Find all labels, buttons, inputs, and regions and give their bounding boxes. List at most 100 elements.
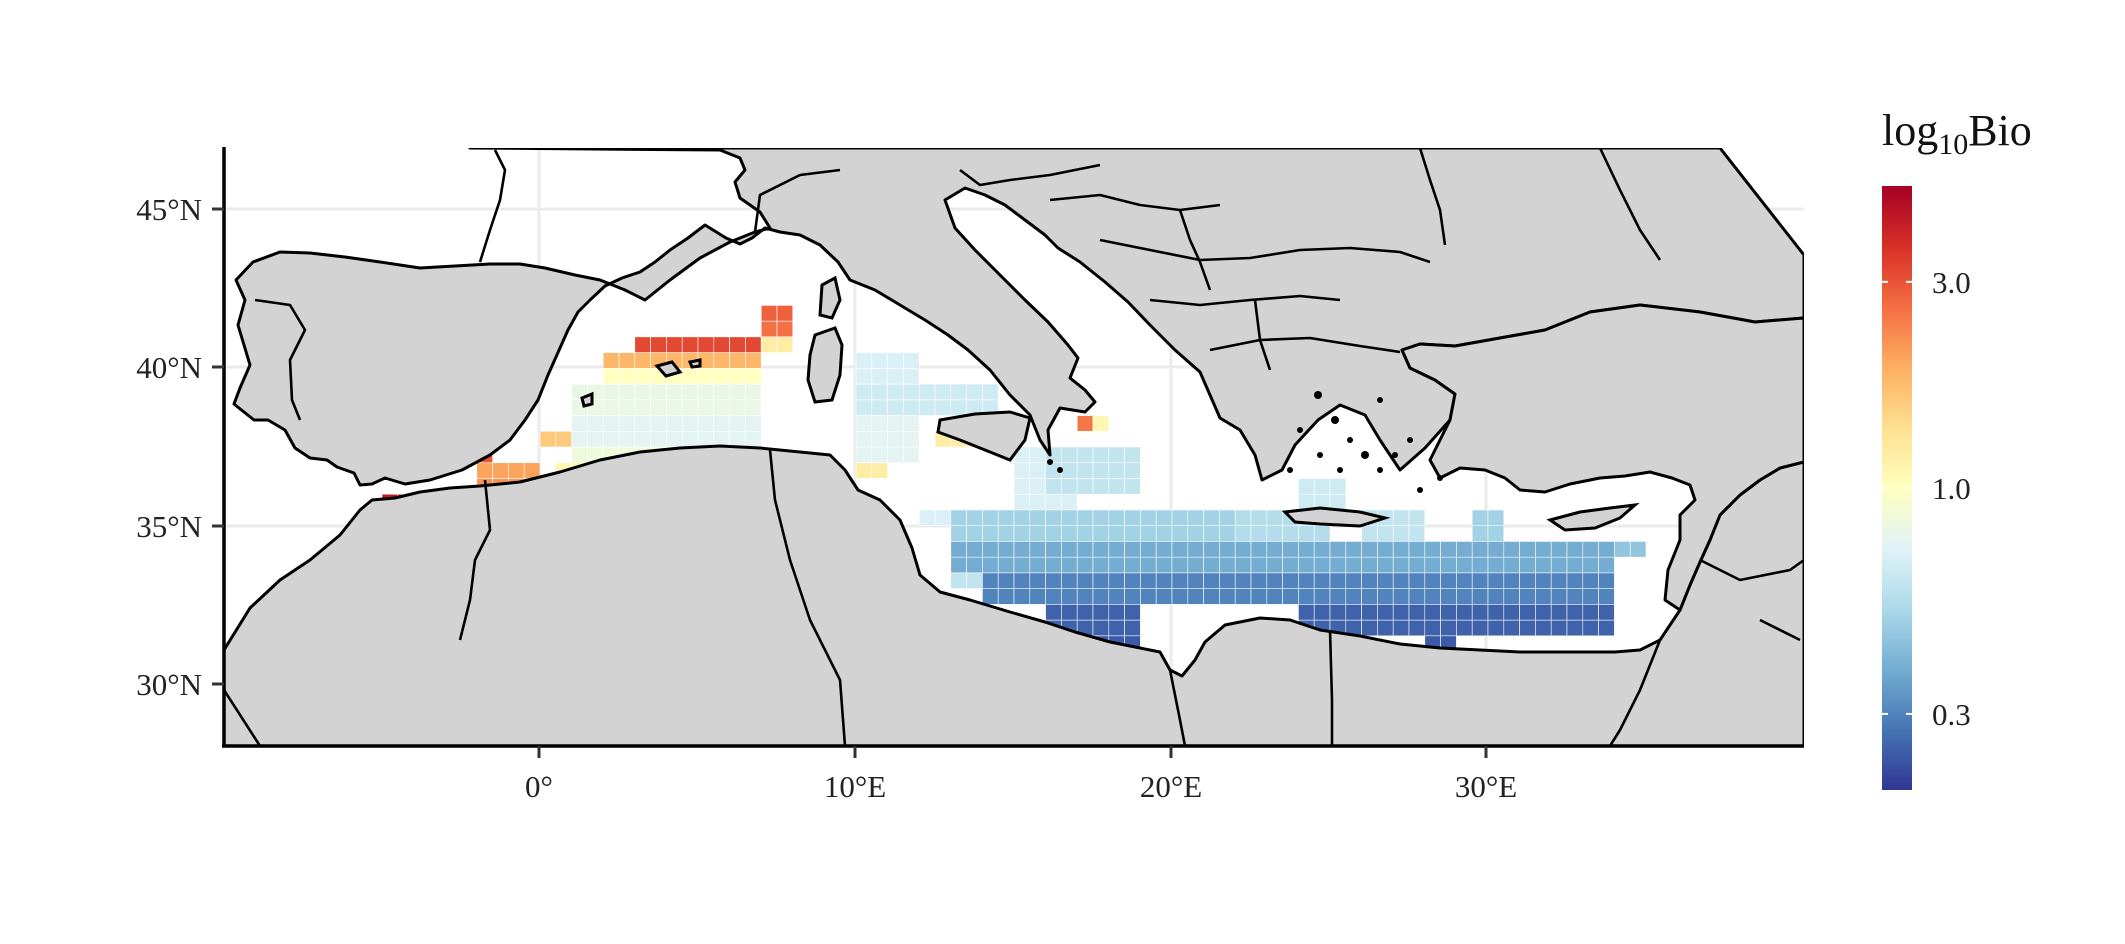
biomass-cell xyxy=(602,368,620,385)
biomass-cell xyxy=(1440,572,1457,589)
biomass-cell xyxy=(1345,556,1362,574)
biomass-cell xyxy=(1313,572,1331,589)
biomass-cell xyxy=(1377,604,1394,621)
biomass-cell xyxy=(1377,588,1394,605)
biomass-cell xyxy=(1061,462,1078,479)
biomass-cell xyxy=(1282,525,1299,542)
biomass-cell xyxy=(950,509,967,526)
biomass-cell xyxy=(1187,541,1204,558)
biomass-cell xyxy=(982,509,999,526)
biomass-cell xyxy=(1361,588,1378,605)
biomass-cell xyxy=(934,383,952,401)
biomass-cell xyxy=(1424,619,1441,637)
biomass-cell xyxy=(1408,556,1426,574)
biomass-cell xyxy=(1550,556,1568,574)
biomass-cell xyxy=(1566,588,1584,605)
biomass-cell xyxy=(1519,556,1536,574)
biomass-cell xyxy=(1140,509,1157,526)
biomass-cell xyxy=(650,399,667,416)
biomass-cell xyxy=(1456,556,1473,574)
biomass-cell xyxy=(729,415,746,432)
biomass-cell xyxy=(1092,556,1110,574)
biomass-cell xyxy=(1329,604,1347,621)
biomass-cell xyxy=(1124,604,1141,621)
biomass-cell xyxy=(934,509,952,526)
biomass-cell xyxy=(618,383,636,401)
biomass-cell xyxy=(903,399,920,416)
biomass-cell xyxy=(745,352,762,369)
biomass-cell xyxy=(508,462,525,479)
biomass-cell xyxy=(887,415,904,432)
biomass-cell xyxy=(1045,556,1062,574)
biomass-cell xyxy=(1550,572,1568,589)
biomass-cell xyxy=(1566,572,1584,589)
biomass-cell xyxy=(982,541,999,558)
biomass-cell xyxy=(571,430,588,448)
biomass-cell xyxy=(1203,588,1220,605)
biomass-cell xyxy=(1013,556,1031,574)
y-tick-label: 30°N xyxy=(136,667,202,702)
biomass-cell xyxy=(1313,604,1331,621)
biomass-cell xyxy=(1029,478,1046,495)
biomass-cell xyxy=(871,399,888,416)
biomass-cell xyxy=(650,430,667,448)
biomass-cell xyxy=(1013,478,1031,495)
biomass-cell xyxy=(1313,541,1331,558)
biomass-cell xyxy=(1440,588,1457,605)
biomass-cell xyxy=(1392,572,1410,589)
biomass-cell xyxy=(1061,525,1078,542)
biomass-cell xyxy=(1313,556,1331,574)
biomass-cell xyxy=(602,430,620,448)
biomass-cell xyxy=(1076,572,1094,589)
biomass-cell xyxy=(1203,525,1220,542)
biomass-cell xyxy=(1108,588,1125,605)
biomass-cell xyxy=(1345,588,1362,605)
biomass-cell xyxy=(1029,588,1046,605)
biomass-cell xyxy=(745,383,762,401)
biomass-cell xyxy=(1282,588,1299,605)
biomass-cell xyxy=(1345,572,1362,589)
biomass-cell xyxy=(1535,541,1552,558)
biomass-cell xyxy=(666,430,683,448)
biomass-cell xyxy=(1076,541,1094,558)
biomass-cell xyxy=(1171,572,1189,589)
biomass-cell xyxy=(1219,588,1236,605)
biomass-cell xyxy=(1424,572,1441,589)
biomass-cell xyxy=(1582,604,1599,621)
biomass-cell xyxy=(634,383,651,401)
biomass-cell xyxy=(1535,619,1552,637)
biomass-cell xyxy=(1582,588,1599,605)
y-tick-label: 35°N xyxy=(136,509,202,544)
biomass-cell xyxy=(950,399,967,416)
biomass-cell xyxy=(1013,588,1031,605)
biomass-cell xyxy=(1140,541,1157,558)
biomass-cell xyxy=(1519,619,1536,637)
biomass-cell xyxy=(713,399,730,416)
biomass-cell xyxy=(871,430,888,448)
biomass-cell xyxy=(729,399,746,416)
biomass-cell xyxy=(1203,509,1220,526)
biomass-cell xyxy=(1187,572,1204,589)
biomass-cell xyxy=(776,336,794,353)
biomass-cell xyxy=(1566,556,1584,574)
biomass-cell xyxy=(855,368,873,385)
biomass-cell xyxy=(871,415,888,432)
biomass-cell xyxy=(1329,493,1347,511)
biomass-cell xyxy=(1219,572,1236,589)
biomass-cell xyxy=(634,368,651,385)
biomass-cell xyxy=(697,368,715,385)
biomass-cell xyxy=(571,415,588,432)
biomass-cell xyxy=(1076,415,1094,432)
biomass-cell xyxy=(1440,604,1457,621)
biomass-cell xyxy=(1140,525,1157,542)
biomass-cell xyxy=(555,430,572,448)
biomass-cell xyxy=(950,541,967,558)
biomass-cell xyxy=(1440,619,1457,637)
biomass-cell xyxy=(1124,588,1141,605)
biomass-cell xyxy=(1250,525,1268,542)
y-tick-label: 45°N xyxy=(136,192,202,227)
biomass-cell xyxy=(1266,572,1283,589)
biomass-cell xyxy=(966,525,983,542)
biomass-cell xyxy=(1108,462,1125,479)
biomass-cell xyxy=(1045,572,1062,589)
